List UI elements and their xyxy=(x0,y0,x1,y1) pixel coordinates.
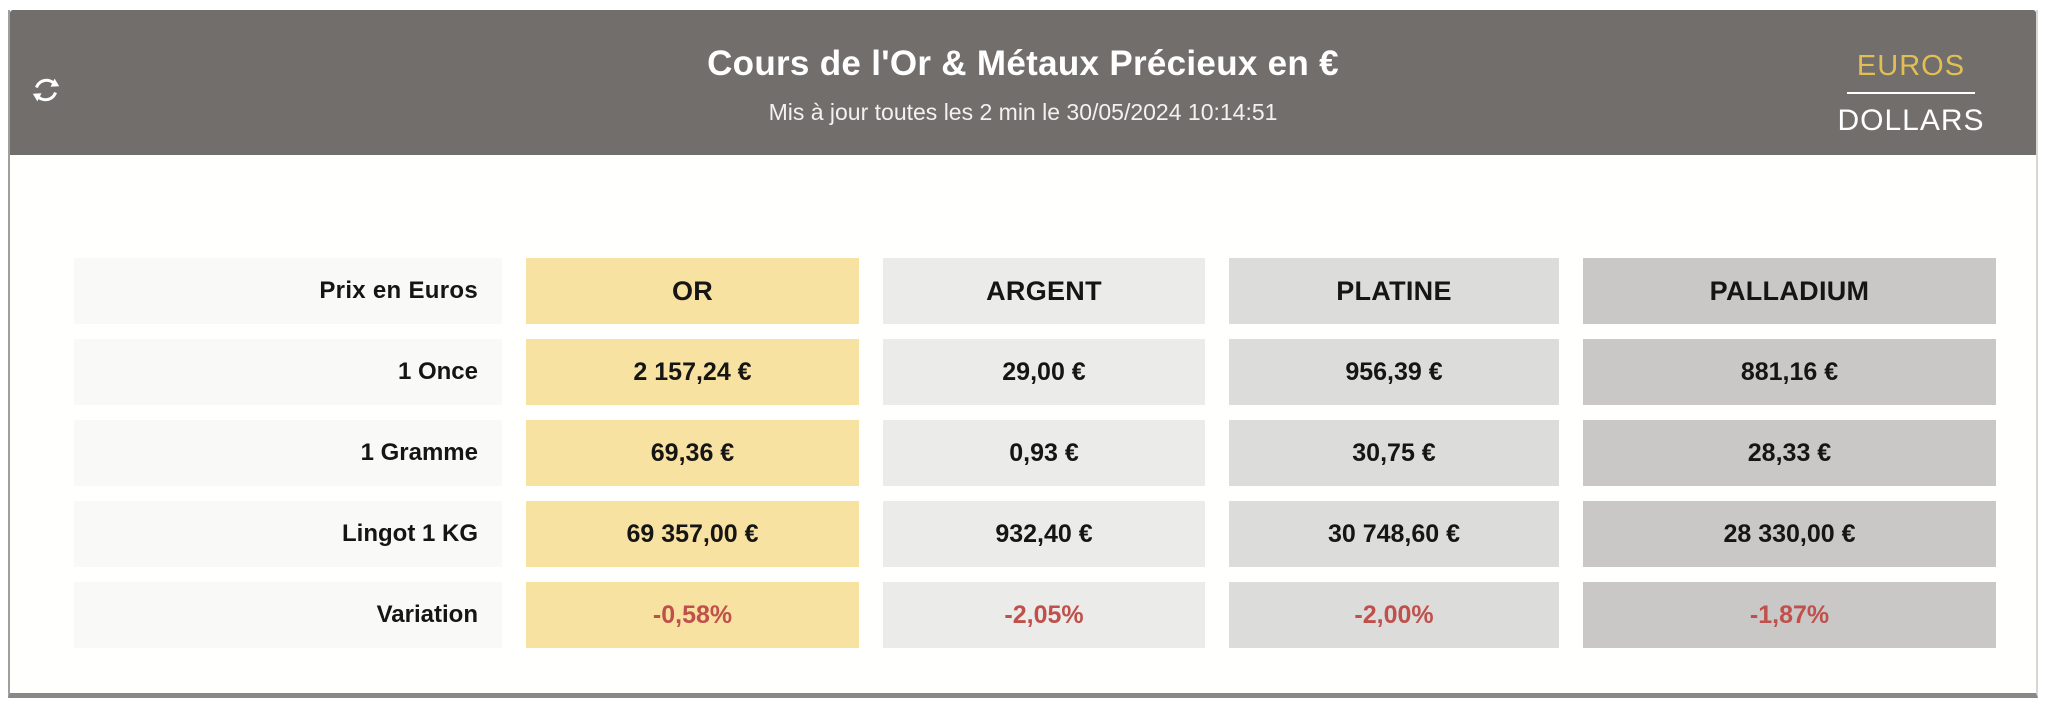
price-or-lingot: 69 357,00 € xyxy=(526,501,859,567)
column-header-argent: ARGENT xyxy=(883,258,1205,324)
variation-platine: -2,00% xyxy=(1229,582,1559,648)
header-titles: Cours de l'Or & Métaux Précieux en € Mis… xyxy=(10,10,2036,126)
price-platine-gramme: 30,75 € xyxy=(1229,420,1559,486)
row-label-lingot: Lingot 1 KG xyxy=(74,501,502,567)
price-or-gramme: 69,36 € xyxy=(526,420,859,486)
price-argent-once: 29,00 € xyxy=(883,339,1205,405)
variation-argent: -2,05% xyxy=(883,582,1205,648)
table-corner-label: Prix en Euros xyxy=(74,258,502,324)
currency-divider xyxy=(1847,92,1975,94)
page-title: Cours de l'Or & Métaux Précieux en € xyxy=(707,44,1339,83)
refresh-button[interactable] xyxy=(26,70,66,110)
price-palladium-once: 881,16 € xyxy=(1583,339,1996,405)
gold-price-widget: Cours de l'Or & Métaux Précieux en € Mis… xyxy=(8,10,2038,698)
widget-header: Cours de l'Or & Métaux Précieux en € Mis… xyxy=(10,10,2036,155)
price-or-once: 2 157,24 € xyxy=(526,339,859,405)
variation-or: -0,58% xyxy=(526,582,859,648)
currency-dollars-button[interactable]: DOLLARS xyxy=(1826,104,1996,138)
price-platine-once: 956,39 € xyxy=(1229,339,1559,405)
price-argent-lingot: 932,40 € xyxy=(883,501,1205,567)
column-header-palladium: PALLADIUM xyxy=(1583,258,1996,324)
currency-toggle: EUROS DOLLARS xyxy=(1826,50,1996,138)
column-header-or: OR xyxy=(526,258,859,324)
price-table: Prix en Euros OR ARGENT PLATINE PALLADIU… xyxy=(10,155,2036,648)
currency-euros-button[interactable]: EUROS xyxy=(1826,50,1996,83)
variation-palladium: -1,87% xyxy=(1583,582,1996,648)
row-label-once: 1 Once xyxy=(74,339,502,405)
row-label-variation: Variation xyxy=(74,582,502,648)
price-palladium-gramme: 28,33 € xyxy=(1583,420,1996,486)
last-updated-text: Mis à jour toutes les 2 min le 30/05/202… xyxy=(768,99,1278,125)
price-palladium-lingot: 28 330,00 € xyxy=(1583,501,1996,567)
row-label-gramme: 1 Gramme xyxy=(74,420,502,486)
refresh-icon xyxy=(30,74,62,106)
price-argent-gramme: 0,93 € xyxy=(883,420,1205,486)
column-header-platine: PLATINE xyxy=(1229,258,1559,324)
price-platine-lingot: 30 748,60 € xyxy=(1229,501,1559,567)
